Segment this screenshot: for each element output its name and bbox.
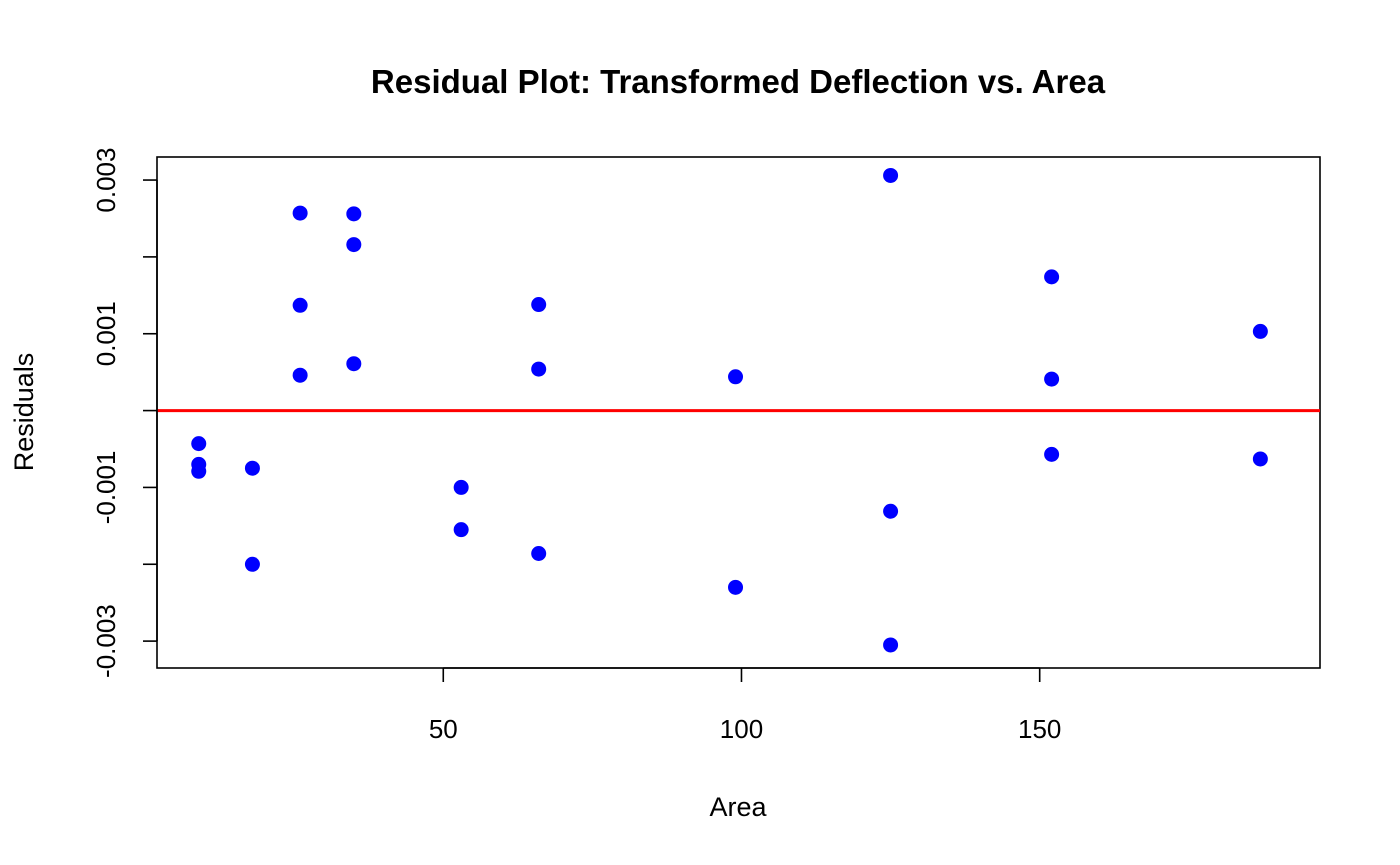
data-point	[728, 369, 744, 385]
y-tick-label: -0.003	[91, 604, 121, 678]
data-point	[1252, 323, 1268, 339]
data-point	[1044, 446, 1060, 462]
data-point	[728, 579, 744, 595]
data-point	[244, 556, 260, 572]
data-point	[531, 546, 547, 562]
x-tick-label: 100	[720, 714, 763, 744]
x-axis-label: Area	[709, 792, 767, 822]
x-tick-label: 150	[1018, 714, 1061, 744]
y-axis: -0.003 -0.001 0.001 0.003	[91, 148, 158, 678]
data-point	[883, 167, 899, 183]
data-point	[1252, 451, 1268, 467]
y-tick-label: 0.003	[91, 148, 121, 213]
data-point	[453, 479, 469, 495]
x-axis: 50 100 150	[429, 667, 1061, 744]
data-point	[191, 463, 207, 479]
data-point	[1044, 269, 1060, 285]
y-tick-label: 0.001	[91, 301, 121, 366]
data-point	[292, 297, 308, 313]
data-point	[191, 436, 207, 452]
data-point	[883, 503, 899, 519]
data-point	[346, 237, 362, 253]
data-point	[346, 356, 362, 372]
data-points	[191, 167, 1268, 653]
plot-area	[156, 156, 1321, 669]
data-point	[883, 637, 899, 653]
data-point	[244, 460, 260, 476]
data-point	[453, 522, 469, 538]
data-point	[292, 367, 308, 383]
y-axis-label: Residuals	[9, 353, 39, 472]
data-point	[1044, 371, 1060, 387]
x-tick-label: 50	[429, 714, 458, 744]
y-tick-label: -0.001	[91, 451, 121, 525]
chart-title: Residual Plot: Transformed Deflection vs…	[371, 63, 1106, 100]
data-point	[292, 205, 308, 221]
data-point	[531, 361, 547, 377]
data-point	[531, 297, 547, 313]
data-point	[346, 206, 362, 222]
